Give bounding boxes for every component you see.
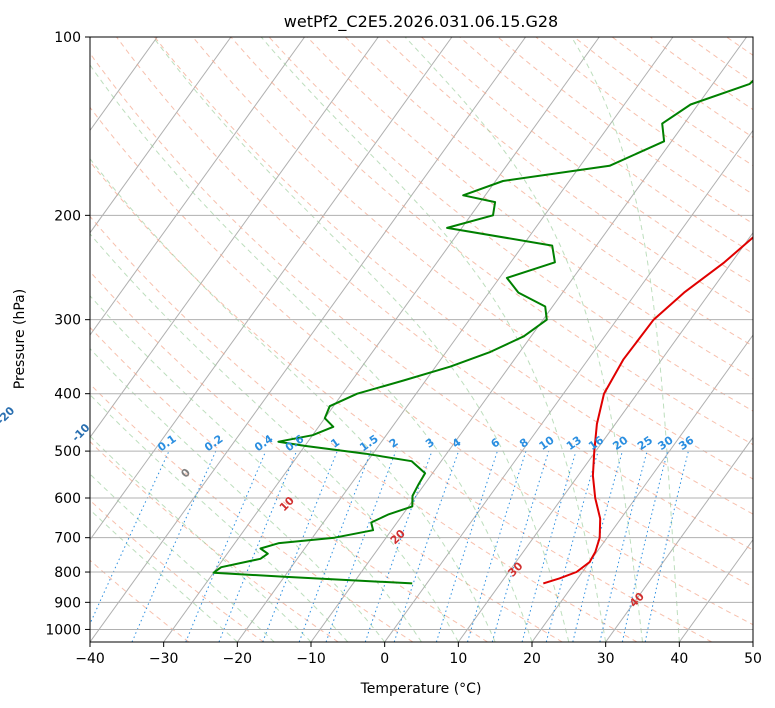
dry-adiabat-line (90, 215, 638, 642)
chart-title: wetPf2_C2E5.2026.031.06.15.G28 (284, 12, 558, 32)
x-tick-label: 50 (744, 651, 762, 667)
x-tick-label: −10 (296, 651, 326, 667)
mixing-ratio-line (521, 450, 577, 642)
x-tick-label: 30 (597, 651, 615, 667)
isotherm-line (457, 231, 753, 642)
grid-lines (90, 37, 753, 630)
moist-adiabat-line (571, 37, 680, 642)
y-axis-title: Pressure (hPa) (12, 289, 28, 389)
moist-adiabat-line (90, 509, 238, 642)
dewpoint-profile-line (212, 79, 753, 585)
moist-adiabat-line (90, 347, 386, 642)
dry-adiabat-line (90, 559, 190, 642)
dry-adiabat-line (344, 37, 753, 347)
x-tick-label: −40 (75, 651, 105, 667)
mixing-ratio-line (467, 450, 527, 642)
background-lines (0, 37, 775, 642)
isotherm-line (90, 37, 232, 234)
y-axis: 100 200 300 400 500 600 700 800 900 1000 (45, 30, 90, 638)
mixing-ratio-line (435, 450, 498, 642)
mixing-ratio-line (393, 450, 460, 642)
x-tick-label: −30 (149, 651, 179, 667)
x-tick-label: 0 (380, 651, 389, 667)
isotherm-line (163, 37, 600, 642)
y-tick-label: 600 (54, 491, 81, 507)
x-tick-label: 40 (670, 651, 688, 667)
moist-adiabat-line (404, 37, 643, 642)
mixing-ratio-line (262, 450, 338, 642)
mixing-ratio-line (491, 450, 550, 642)
isotherm-line (90, 37, 379, 439)
isotherm-line (531, 334, 753, 642)
x-tick-label: 20 (523, 651, 541, 667)
dry-adiabat-line (192, 37, 753, 480)
dry-adiabat-line (90, 270, 563, 642)
dry-adiabat-label: -20 (0, 404, 18, 427)
dry-adiabat-line (90, 440, 339, 642)
y-tick-label: 400 (54, 387, 81, 403)
isotherm-line (384, 129, 753, 642)
isotherm-line (752, 641, 753, 642)
dry-adiabat-line (421, 37, 753, 285)
y-tick-label: 900 (54, 595, 81, 611)
y-tick-label: 100 (54, 30, 81, 46)
y-tick-label: 1000 (45, 622, 81, 638)
x-axis-title: Temperature (°C) (360, 681, 482, 697)
dry-adiabat-line (154, 37, 753, 515)
isotherm-line (605, 436, 753, 642)
y-tick-label: 300 (54, 313, 81, 329)
mixing-ratio-line (90, 450, 170, 625)
isotherm-line (90, 37, 306, 336)
isotherm-line (678, 538, 753, 642)
isotherm-line (0, 37, 10, 642)
y-tick-label: 800 (54, 565, 81, 581)
isotherm-line (90, 37, 527, 642)
moist-adiabat-line (90, 157, 496, 642)
dry-adiabat-label: -10 (69, 421, 92, 444)
isotherm-line (236, 37, 674, 642)
dry-adiabat-line (268, 37, 753, 412)
y-tick-label: 500 (54, 444, 81, 460)
moist-adiabat-line (90, 233, 459, 642)
isotherm-line (90, 37, 453, 541)
mixing-ratio-line (298, 450, 372, 642)
temperature-profile-line (543, 236, 753, 585)
series-group (212, 79, 753, 585)
dry-adiabat-line (90, 161, 712, 642)
x-axis: −40 −30 −20 −10 0 10 20 30 40 50 (75, 642, 762, 667)
y-tick-label: 200 (54, 208, 81, 224)
moist-adiabat-line (90, 473, 275, 642)
x-tick-label: −20 (223, 651, 253, 667)
x-tick-label: 10 (449, 651, 467, 667)
dry-adiabat-line (90, 52, 753, 588)
moist-adiabat-line (90, 394, 349, 642)
dry-adiabat-line (765, 37, 775, 642)
dry-adiabat-line (90, 106, 753, 626)
dry-adiabat-line (90, 326, 488, 642)
plot-frame (89, 36, 754, 643)
moist-adiabat-line (152, 37, 570, 642)
y-tick-label: 700 (54, 531, 81, 547)
